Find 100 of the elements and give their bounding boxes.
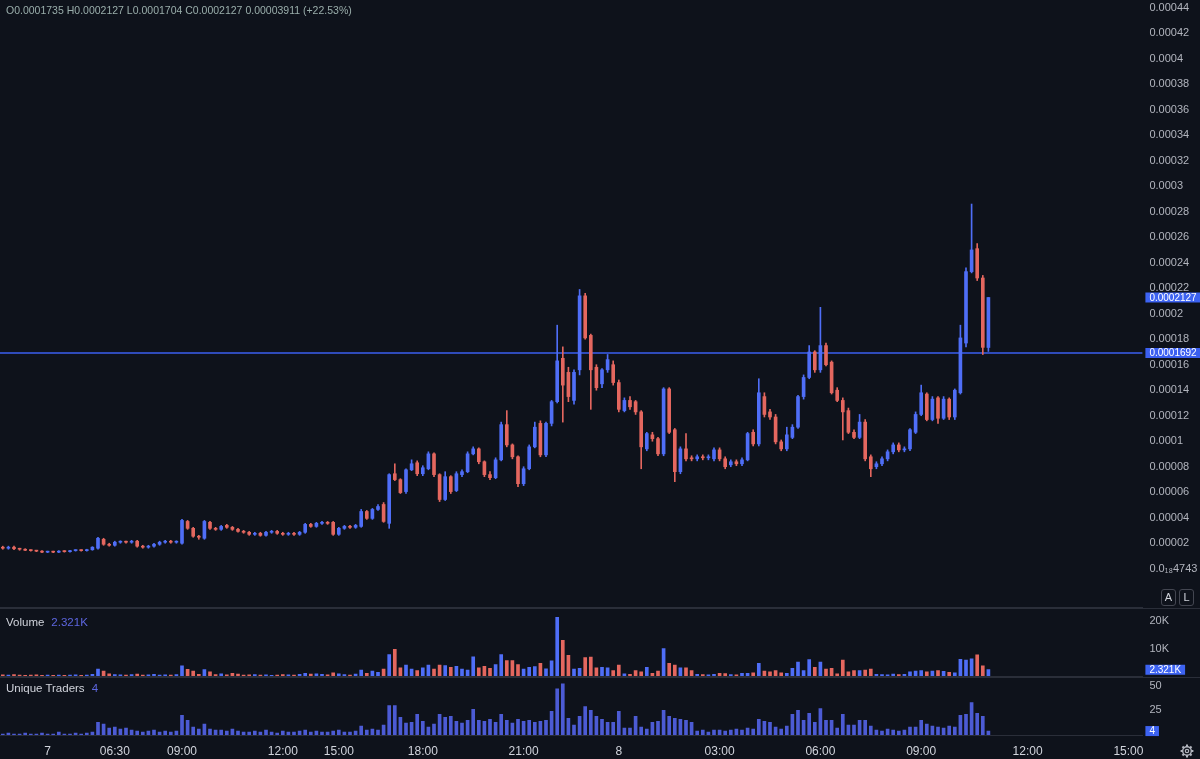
bar: [908, 726, 912, 735]
bar: [124, 727, 128, 735]
bar: [812, 666, 817, 676]
bar: [616, 664, 621, 676]
bar: [952, 726, 957, 735]
y-tick-label: 0.0001: [1149, 434, 1184, 447]
bar: [476, 719, 481, 735]
bar: [784, 672, 789, 676]
bar: [23, 732, 28, 735]
bar: [784, 725, 789, 735]
bar: [135, 730, 140, 735]
bar: [555, 688, 560, 735]
bar: [756, 718, 761, 735]
y-tick-label: 0.0₁₈4743: [1149, 561, 1198, 574]
bar: [163, 730, 168, 735]
bar: [667, 715, 672, 735]
bar: [611, 670, 616, 676]
bar: [588, 656, 593, 676]
bar: [471, 709, 476, 735]
bar: [112, 726, 117, 735]
bar: [432, 668, 436, 676]
bar: [336, 729, 341, 735]
bar: [656, 720, 660, 735]
bar: [712, 729, 716, 735]
bar: [768, 721, 772, 735]
bar: [891, 673, 896, 676]
x-tick-label: 06:00: [805, 743, 836, 758]
bar: [544, 668, 548, 676]
y-tick-label: 0.0002: [1149, 306, 1184, 319]
y-tick-label: 0.00036: [1149, 102, 1190, 115]
bar: [560, 683, 565, 735]
bar: [208, 728, 212, 735]
bar: [896, 730, 901, 735]
x-tick-label: 09:00: [906, 743, 937, 758]
bar: [96, 721, 100, 735]
x-tick-label: 18:00: [407, 743, 439, 758]
bar: [740, 672, 744, 676]
bar: [868, 668, 873, 676]
bar: [863, 669, 868, 676]
bar: [936, 670, 940, 676]
bar: [924, 671, 929, 676]
bar: [415, 670, 420, 676]
bar: [796, 661, 800, 676]
text: 4: [1149, 725, 1156, 737]
chart-title: Unique Traders: [6, 682, 85, 694]
bar: [964, 714, 968, 735]
bar: [448, 666, 453, 676]
x-tick-label: 7: [44, 743, 52, 758]
bar: [219, 729, 224, 735]
y-tick-label: 0.00034: [1149, 128, 1190, 141]
bar: [364, 729, 369, 735]
bar: [208, 671, 212, 676]
x-tick-label: 06:30: [99, 743, 131, 758]
bar: [924, 723, 929, 735]
bar: [364, 672, 369, 676]
bar: [359, 725, 364, 735]
x-tick-label: 12:00: [1012, 743, 1043, 758]
bar: [812, 721, 817, 735]
bar: [908, 671, 912, 676]
chart-subtitle: 4: [91, 682, 99, 694]
bar: [392, 649, 397, 676]
bar: [420, 720, 425, 735]
bar: [56, 731, 61, 735]
x-tick-label: 15:00: [323, 743, 355, 758]
bar: [952, 672, 957, 676]
bar: [919, 670, 924, 676]
bar: [168, 731, 173, 735]
bar: [807, 713, 812, 735]
bar: [219, 673, 224, 676]
bar: [504, 719, 509, 735]
bar: [779, 672, 784, 676]
bar: [40, 732, 44, 735]
bar: [236, 673, 240, 676]
bar: [376, 729, 380, 735]
bar: [308, 673, 313, 676]
bar: [527, 666, 532, 676]
bar: [723, 730, 728, 735]
bar: [947, 672, 952, 676]
x-tick-label: 12:00: [267, 743, 299, 758]
bar: [280, 730, 285, 735]
x-tick-label: 09:00: [166, 743, 198, 758]
bar: [348, 731, 352, 735]
bar: [432, 723, 436, 735]
text: 2.321K: [1149, 663, 1182, 675]
bar: [880, 730, 884, 735]
bar: [532, 721, 537, 735]
bar: [504, 660, 509, 676]
bar: [588, 710, 593, 735]
bar: [835, 727, 840, 735]
bar: [387, 705, 392, 735]
bar: [544, 719, 548, 735]
bar: [824, 719, 828, 735]
bar: [616, 711, 621, 735]
bar: [140, 731, 145, 735]
bar: [600, 718, 604, 735]
bar: [275, 732, 280, 735]
bar: [488, 667, 492, 676]
y-tick-label: 0.00038: [1149, 77, 1190, 90]
bar: [868, 725, 873, 735]
bar: [796, 710, 800, 735]
